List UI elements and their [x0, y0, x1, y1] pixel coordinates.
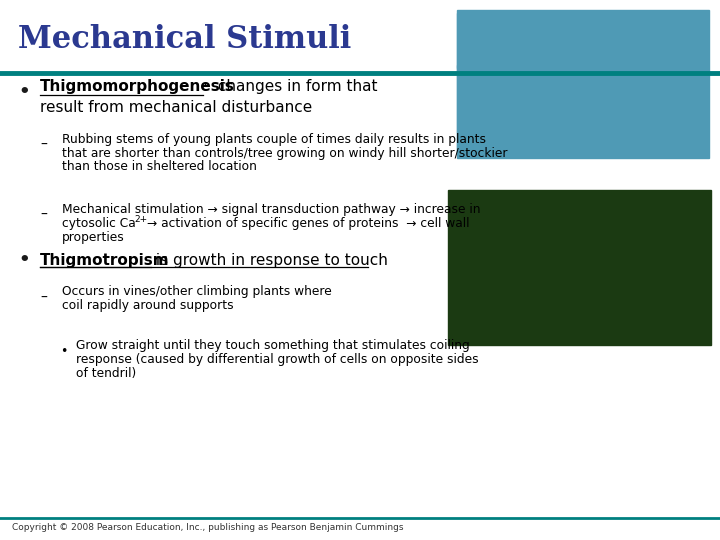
- Text: Thigmomorphogenesis: Thigmomorphogenesis: [40, 79, 235, 94]
- Bar: [457, 10, 709, 158]
- Bar: [457, 13, 706, 68]
- Text: is growth in response to touch: is growth in response to touch: [151, 253, 388, 267]
- Bar: [457, 65, 706, 155]
- Text: than those in sheltered location: than those in sheltered location: [62, 160, 257, 173]
- Text: •: •: [60, 346, 68, 359]
- Text: of tendril): of tendril): [76, 367, 136, 380]
- Text: Copyright © 2008 Pearson Education, Inc., publishing as Pearson Benjamin Cumming: Copyright © 2008 Pearson Education, Inc.…: [12, 523, 403, 532]
- Text: –: –: [40, 208, 47, 222]
- Bar: [448, 190, 711, 345]
- Text: :  changes in form that: : changes in form that: [203, 79, 377, 94]
- Text: properties: properties: [62, 231, 125, 244]
- Text: that are shorter than controls/tree growing on windy hill shorter/stockier: that are shorter than controls/tree grow…: [62, 146, 508, 159]
- Text: → activation of specific genes of proteins  → cell wall: → activation of specific genes of protei…: [147, 217, 469, 230]
- Text: response (caused by differential growth of cells on opposite sides: response (caused by differential growth …: [76, 353, 479, 366]
- Text: coil rapidly around supports: coil rapidly around supports: [62, 299, 233, 312]
- Text: Rubbing stems of young plants couple of times daily results in plants: Rubbing stems of young plants couple of …: [62, 132, 486, 145]
- Text: –: –: [40, 138, 47, 152]
- Text: •: •: [18, 83, 30, 101]
- Text: Occurs in vines/other climbing plants where: Occurs in vines/other climbing plants wh…: [62, 285, 332, 298]
- Text: Grow straight until they touch something that stimulates coiling: Grow straight until they touch something…: [76, 339, 469, 352]
- Text: Mechanical stimulation → signal transduction pathway → increase in: Mechanical stimulation → signal transduc…: [62, 202, 480, 215]
- Text: result from mechanical disturbance: result from mechanical disturbance: [40, 100, 312, 116]
- Text: cytosolic Ca: cytosolic Ca: [62, 217, 136, 230]
- Text: –: –: [40, 291, 47, 305]
- Text: Thigmotropism: Thigmotropism: [40, 253, 170, 267]
- Text: •: •: [18, 251, 30, 269]
- Text: Mechanical Stimuli: Mechanical Stimuli: [18, 24, 351, 56]
- Text: 2+: 2+: [134, 214, 147, 224]
